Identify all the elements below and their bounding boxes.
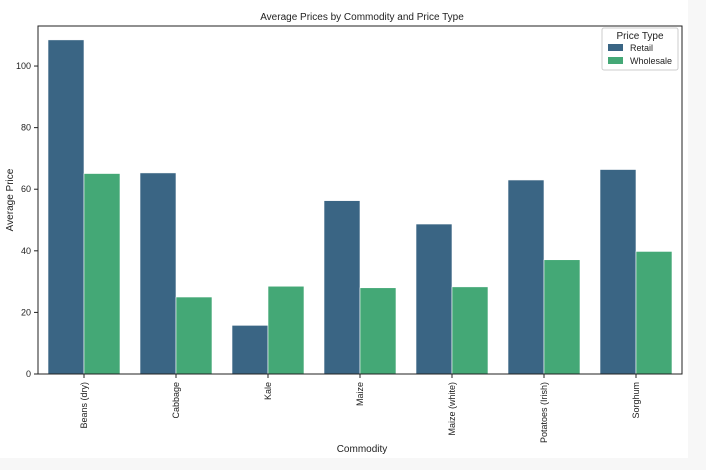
bar-retail-beans-dry <box>47 39 85 375</box>
y-tick-label: 100 <box>16 61 31 71</box>
legend-swatch-wholesale <box>608 57 623 64</box>
bar-retail-maize <box>323 200 361 375</box>
y-tick-label: 20 <box>21 307 31 317</box>
bars-group <box>47 39 673 375</box>
bar-wholesale-potatoes-irish <box>543 259 581 375</box>
bar-retail-cabbage <box>139 172 177 375</box>
x-tick-label-maize-white: Maize (white) <box>447 382 457 436</box>
bar-retail-sorghum <box>599 169 637 375</box>
legend-title: Price Type <box>616 31 663 42</box>
bar-wholesale-cabbage <box>175 296 213 375</box>
x-tick-label-maize: Maize <box>355 382 365 406</box>
bar-wholesale-beans-dry <box>83 173 121 375</box>
x-tick-label-kale: Kale <box>263 382 273 400</box>
x-axis: Beans (dry) Cabbage Kale Maize Maize (white)… <box>79 374 641 443</box>
legend-swatch-retail <box>608 44 623 51</box>
bar-wholesale-maize-white <box>451 286 489 375</box>
x-axis-label: Commodity <box>337 444 388 455</box>
bar-wholesale-sorghum <box>635 251 673 375</box>
y-tick-label: 80 <box>21 123 31 133</box>
bar-wholesale-kale <box>267 285 305 375</box>
legend: Price Type Retail Wholesale <box>601 27 679 71</box>
legend-label-wholesale: Wholesale <box>630 56 672 66</box>
y-tick-label: 60 <box>21 184 31 194</box>
y-tick-label: 40 <box>21 246 31 256</box>
bar-chart: Average Prices by Commodity and Price Ty… <box>5 12 683 455</box>
y-axis: 0 20 40 60 80 100 <box>16 61 38 379</box>
x-tick-label-cabbage: Cabbage <box>171 382 181 419</box>
bar-wholesale-maize <box>359 287 397 375</box>
bar-retail-potatoes-irish <box>507 179 545 375</box>
legend-label-retail: Retail <box>630 43 653 53</box>
chart-title: Average Prices by Commodity and Price Ty… <box>260 12 464 23</box>
x-tick-label-sorghum: Sorghum <box>631 382 641 419</box>
y-axis-label: Average Price <box>5 168 16 231</box>
bar-retail-kale <box>231 325 269 375</box>
x-tick-label-beans-dry: Beans (dry) <box>79 382 89 429</box>
x-tick-label-potatoes-irish: Potatoes (Irish) <box>539 382 549 443</box>
bar-retail-maize-white <box>415 223 453 375</box>
y-tick-label: 0 <box>26 369 31 379</box>
figure-background: Average Prices by Commodity and Price Ty… <box>5 12 683 455</box>
